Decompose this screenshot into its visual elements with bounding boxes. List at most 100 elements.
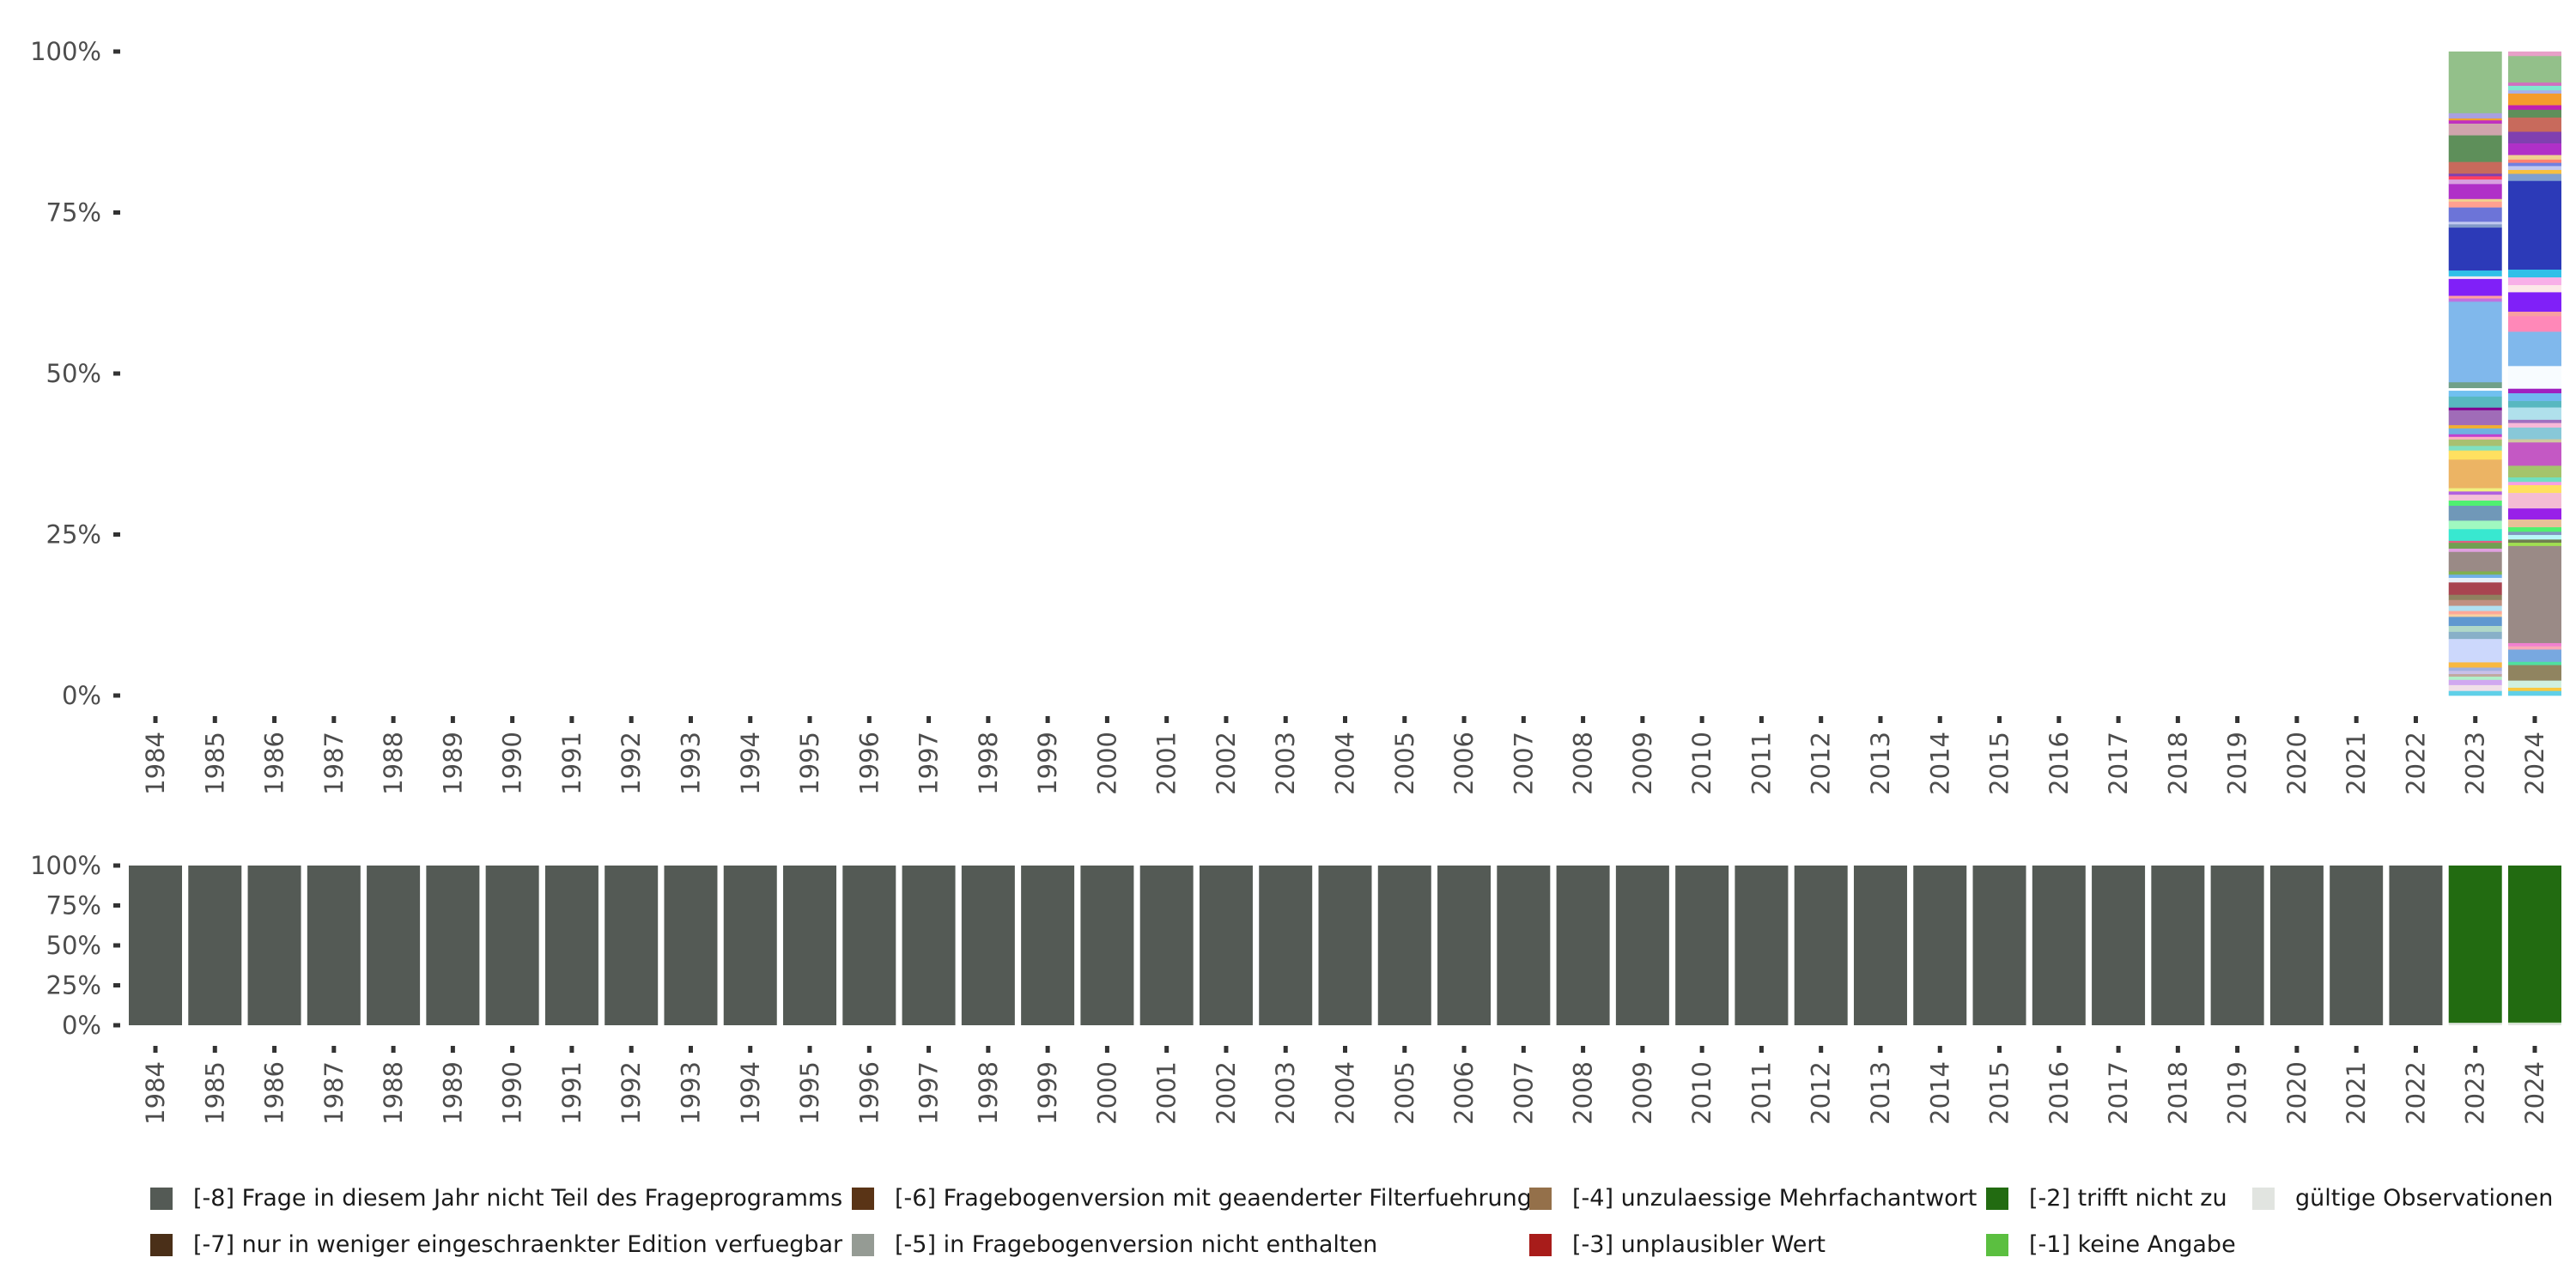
bar-1989: [426, 866, 480, 1025]
bar-1996: [842, 866, 896, 1025]
bar-segment-2024: [2508, 442, 2561, 466]
x-tick-label-2005: 2005: [1390, 732, 1419, 795]
y-tick-mark: [113, 210, 120, 215]
x-tick-mark: [2116, 1046, 2121, 1053]
bar-segment-2024: [2508, 508, 2561, 520]
bar-2005: [1377, 866, 1431, 1025]
x-tick-mark: [510, 1046, 515, 1053]
x-tick-mark: [1521, 1046, 1526, 1053]
bar-segment-2023: [2448, 446, 2502, 451]
y-tick-label: 0%: [62, 1011, 101, 1040]
bar-segment-2024: [2508, 401, 2561, 408]
bar-2018: [2151, 866, 2205, 1025]
x-tick-label-2007: 2007: [1509, 1061, 1538, 1125]
bar-2015: [1972, 866, 2026, 1025]
x-tick-label-1992: 1992: [617, 732, 646, 795]
x-tick-mark: [927, 1046, 932, 1053]
x-tick-label-2002: 2002: [1212, 732, 1241, 795]
bar-segment-2024: [2508, 661, 2561, 665]
x-tick-mark: [1699, 716, 1704, 723]
bar-segment-2024: [2508, 56, 2561, 83]
x-tick-label-2000: 2000: [1092, 1061, 1121, 1125]
bar-segment-2023: [2448, 112, 2502, 119]
y-tick-mark: [113, 49, 120, 54]
x-tick-label-2012: 2012: [1807, 732, 1836, 795]
x-tick-mark: [1878, 716, 1883, 723]
x-tick-mark: [2294, 1046, 2300, 1053]
bar-1994: [723, 866, 777, 1025]
y-tick-label: 50%: [46, 931, 101, 960]
bar-segment-2023: [2448, 491, 2502, 495]
bar-segment-2024: [2508, 169, 2561, 174]
x-tick-label-1988: 1988: [379, 732, 408, 795]
bar-segment-2023: [2448, 278, 2502, 296]
bar-segment-2023: [2448, 543, 2502, 550]
bar-segment-2023: [2448, 184, 2502, 200]
x-tick-label-1989: 1989: [438, 1061, 467, 1125]
x-tick-label-2021: 2021: [2342, 1061, 2371, 1125]
x-tick-label-1992: 1992: [617, 1061, 646, 1125]
bar-segment-2023: [2448, 674, 2502, 677]
x-tick-label-2021: 2021: [2342, 732, 2371, 795]
x-tick-mark: [1581, 1046, 1586, 1053]
x-tick-mark: [1759, 716, 1764, 723]
bar-segment-2024: [2508, 93, 2561, 106]
bar-segment-2023: [2448, 228, 2502, 271]
bar-segment-2023: [2448, 488, 2502, 492]
bar-segment-2023: [2448, 207, 2502, 222]
bar-segment-2023: [2448, 198, 2502, 203]
bar-segment-2023: [2448, 52, 2502, 114]
bar-segment-2024: [2508, 131, 2561, 144]
x-tick-label-1999: 1999: [1033, 732, 1062, 795]
x-tick-mark: [1224, 716, 1229, 723]
bar-segment-2024: [2508, 687, 2561, 692]
bar-segment-2024: [2508, 646, 2561, 650]
y-tick-label: 0%: [62, 681, 101, 710]
bar-segment-2023: [2448, 382, 2502, 389]
bar-2001: [1139, 866, 1194, 1025]
x-tick-label-1999: 1999: [1033, 1061, 1062, 1125]
bar-segment-2024: [2508, 270, 2561, 278]
x-tick-mark: [1283, 1046, 1288, 1053]
bar-segment-2024: [2508, 117, 2561, 132]
bar-segment-2024: [2508, 532, 2561, 536]
bar-segment-2023: [2448, 295, 2502, 299]
bar-2022: [2389, 866, 2443, 1025]
x-tick-mark: [1045, 716, 1050, 723]
x-tick-mark: [1640, 1046, 1645, 1053]
top-chart-valid-distribution: 0% 25% 50% 75% 100% 1984 1985 1986 1987 1988 1989 1…: [30, 37, 2561, 795]
x-tick-mark: [1997, 1046, 2002, 1053]
x-tick-label-1995: 1995: [795, 732, 824, 795]
bar-2010: [1675, 866, 1729, 1025]
bar-segment-2024: [2508, 90, 2561, 94]
bar-segment-2024: [2508, 52, 2561, 57]
x-tick-label-1991: 1991: [557, 732, 586, 795]
x-tick-label-2020: 2020: [2282, 1061, 2312, 1125]
x-tick-mark: [1164, 716, 1170, 723]
x-tick-mark: [569, 716, 574, 723]
x-tick-mark: [153, 716, 158, 723]
x-tick-mark: [2294, 716, 2300, 723]
x-tick-mark: [2354, 716, 2359, 723]
x-tick-label-1987: 1987: [319, 1061, 349, 1125]
bar-segment-2024: [2508, 407, 2561, 421]
bar-2002: [1199, 866, 1253, 1025]
x-tick-label-2001: 2001: [1152, 1061, 1182, 1125]
y-tick-label: 75%: [46, 198, 101, 228]
x-tick-mark: [2057, 716, 2062, 723]
x-tick-mark: [1224, 1046, 1229, 1053]
x-tick-mark: [866, 716, 872, 723]
bar-segment-2024: [2508, 422, 2561, 428]
bar-segment-2023: [2448, 396, 2502, 409]
bar-2000: [1080, 866, 1134, 1025]
bar-segment-2024: [2508, 285, 2561, 293]
x-tick-mark: [272, 1046, 277, 1053]
bar-segment-2024: [2508, 535, 2561, 540]
bar-2014: [1913, 866, 1967, 1025]
bar-segment-2024: [2508, 493, 2561, 509]
x-tick-label-2018: 2018: [2163, 1061, 2192, 1125]
x-tick-label-2008: 2008: [1569, 1061, 1598, 1125]
x-tick-mark: [1104, 1046, 1109, 1053]
x-tick-label-1991: 1991: [557, 1061, 586, 1125]
bar-segment-2024: [2508, 155, 2561, 161]
